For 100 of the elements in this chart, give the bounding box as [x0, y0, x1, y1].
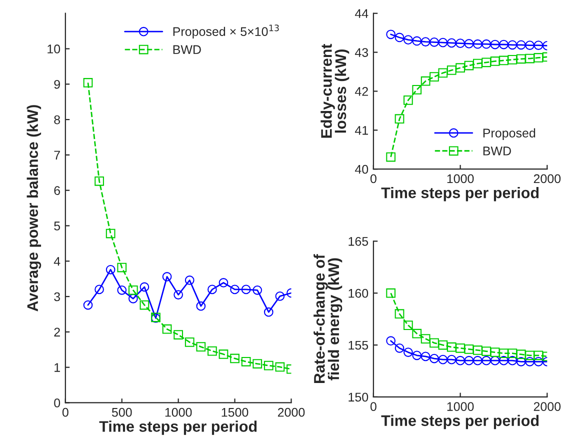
- point: [438, 340, 448, 350]
- point: [404, 348, 413, 357]
- point: [208, 284, 217, 294]
- point: [430, 72, 439, 82]
- point: [472, 346, 482, 355]
- legend-label: Proposed: [483, 128, 536, 140]
- point: [196, 342, 206, 352]
- point: [499, 56, 508, 66]
- point: [482, 58, 492, 68]
- x-tick-label: 2000: [534, 402, 561, 411]
- point: [208, 346, 217, 356]
- point: [516, 40, 526, 50]
- point: [534, 350, 544, 360]
- y-tick-label: 6: [54, 186, 60, 195]
- x-tick-label: 1000: [447, 402, 474, 411]
- point: [94, 284, 104, 294]
- point: [275, 362, 285, 372]
- point: [446, 66, 456, 75]
- point: [516, 350, 526, 360]
- point: [106, 264, 116, 274]
- point: [184, 338, 194, 347]
- x-tick-label: 1000: [447, 174, 474, 184]
- legend-label: BWD: [173, 45, 201, 54]
- point: [386, 336, 396, 346]
- y-tick-label: 9: [54, 80, 60, 89]
- point: [525, 356, 534, 366]
- point: [218, 278, 228, 288]
- point: [464, 60, 474, 70]
- point: [412, 350, 422, 360]
- point: [430, 338, 439, 348]
- x-tick-label: 1000: [165, 408, 192, 417]
- x-axis-title: Time steps per period: [381, 414, 539, 430]
- point: [252, 359, 262, 368]
- point: [499, 40, 508, 50]
- point: [420, 352, 430, 362]
- point: [230, 354, 240, 364]
- legend-label: BWD: [483, 146, 511, 156]
- y-axis-title: Average power balance (kW): [26, 105, 42, 312]
- point: [386, 152, 396, 162]
- legend-label: Proposed × 5×10$^{13}$: [173, 24, 279, 38]
- point: [412, 84, 422, 94]
- point: [456, 38, 465, 48]
- point: [534, 356, 544, 366]
- y-tick-label: 3: [54, 292, 60, 302]
- point: [490, 356, 500, 366]
- point: [106, 228, 116, 238]
- point: [446, 38, 456, 48]
- point: [140, 282, 150, 292]
- point: [404, 95, 413, 105]
- point: [446, 354, 456, 364]
- point: [438, 354, 448, 364]
- point: [516, 54, 526, 64]
- x-axis-title: Time steps per period: [99, 420, 257, 435]
- point: [196, 301, 206, 311]
- point: [252, 285, 262, 295]
- point: [456, 343, 465, 353]
- point: [412, 36, 422, 46]
- point: [264, 360, 274, 370]
- y-tick-label: 43: [354, 48, 368, 57]
- point: [412, 328, 422, 338]
- x-tick-label: 0: [370, 174, 376, 184]
- point: [472, 356, 482, 366]
- point: [394, 343, 404, 353]
- point: [482, 356, 492, 366]
- y-tick-label: 4: [54, 257, 60, 266]
- y-tick-label: 155: [348, 340, 368, 350]
- point: [508, 40, 518, 50]
- point: [438, 68, 448, 78]
- x-tick-label: 500: [112, 408, 132, 417]
- point: [394, 114, 404, 124]
- y-tick-label: 44: [354, 9, 368, 18]
- y-axis-title: Rate-of-change of field energy (kW): [314, 254, 342, 383]
- point: [456, 63, 465, 73]
- point: [508, 348, 518, 358]
- x-tick-label: 2000: [534, 174, 561, 184]
- y-tick-label: 7: [54, 150, 60, 160]
- point: [117, 262, 127, 272]
- point: [482, 346, 492, 356]
- point: [184, 276, 194, 285]
- point: [128, 285, 138, 295]
- point: [499, 348, 508, 358]
- point: [230, 284, 240, 294]
- y-axis-title: Eddy-current losses (kW): [320, 44, 350, 138]
- x-axis-title: Time steps per period: [381, 187, 539, 202]
- point: [174, 330, 184, 340]
- point: [264, 307, 274, 317]
- point: [499, 356, 508, 366]
- point: [83, 300, 93, 310]
- point: [83, 78, 93, 88]
- point: [508, 356, 518, 366]
- point: [464, 39, 474, 48]
- x-tick-label: 0: [370, 402, 376, 411]
- x-tick-label: 0: [62, 408, 68, 417]
- y-tick-label: 42: [354, 87, 368, 96]
- y-tick-label: 8: [54, 115, 60, 124]
- point: [534, 40, 544, 50]
- point: [404, 35, 413, 45]
- x-tick-label: 2000: [278, 408, 305, 417]
- point: [420, 37, 430, 46]
- point: [394, 309, 404, 319]
